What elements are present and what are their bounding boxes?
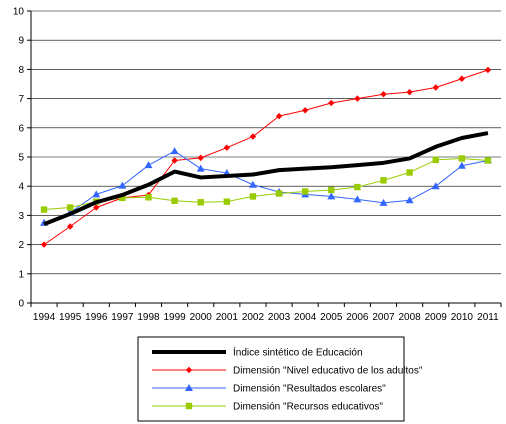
data-point: [66, 223, 74, 230]
series-line: [44, 157, 488, 211]
x-tick-label: 2010: [451, 312, 474, 323]
y-tick-label: 7: [18, 94, 24, 105]
data-point: [275, 112, 283, 120]
index-line: [43, 131, 489, 227]
data-point: [379, 198, 388, 206]
data-point: [406, 88, 413, 96]
data-point: [380, 91, 387, 98]
data-point: [458, 155, 466, 162]
x-tick-label: 1997: [111, 312, 134, 323]
x-tick-label: 2002: [242, 312, 265, 323]
legend-swatch-marker: [185, 384, 193, 391]
x-tick-label: 2008: [398, 312, 421, 323]
data-point: [144, 161, 153, 169]
legend-label: Dimensión "Nivel educativo de los adulto…: [233, 366, 423, 377]
data-point: [92, 190, 101, 198]
data-point: [405, 196, 414, 204]
legend-swatch-marker: [185, 402, 193, 410]
data-point: [40, 241, 48, 248]
data-point: [171, 157, 178, 164]
x-tick-label: 1995: [59, 312, 82, 323]
data-point: [354, 183, 361, 191]
data-point: [170, 147, 179, 155]
x-tick-label: 1994: [33, 312, 56, 323]
x-tick-label: 1996: [85, 312, 108, 323]
legend-swatch-marker: [185, 366, 193, 374]
y-axis-ticks: 0 1 2 3 4 5 6 7 8 9 10: [13, 7, 31, 310]
x-tick-label: 2005: [320, 312, 343, 323]
data-point: [458, 75, 466, 82]
data-point: [353, 195, 362, 203]
data-point: [432, 84, 439, 91]
x-tick-label: 2011: [477, 312, 499, 323]
data-point: [223, 198, 231, 205]
data-point: [406, 169, 413, 176]
data-point: [249, 133, 257, 140]
legend-label: Índice sintético de Educación: [233, 346, 363, 359]
data-point: [327, 192, 336, 200]
data-point: [66, 204, 74, 211]
y-tick-label: 1: [18, 269, 24, 280]
data-point: [328, 186, 335, 194]
series-line: [43, 150, 489, 224]
y-tick-label: 3: [18, 211, 24, 222]
data-point: [301, 107, 309, 114]
data-point: [197, 154, 204, 162]
data-point: [484, 66, 492, 74]
x-tick-label: 2009: [425, 312, 448, 323]
gridlines: [31, 10, 501, 275]
data-point: [171, 197, 178, 204]
data-point: [223, 144, 231, 151]
series-0: [43, 131, 489, 227]
data-point: [484, 157, 492, 164]
data-point: [197, 199, 204, 206]
data-point: [380, 177, 387, 184]
data-point: [93, 204, 100, 211]
legend-label: Dimensión "Resultados escolares": [233, 384, 386, 395]
x-axis-ticks: 1994 1995 1996 1997 1998 1999 2000 2001 2002 2003…: [30, 303, 502, 323]
y-tick-label: 4: [18, 182, 24, 193]
y-tick-label: 9: [18, 36, 24, 47]
data-point: [328, 99, 335, 107]
x-tick-label: 1998: [137, 312, 160, 323]
y-tick-label: 2: [18, 240, 24, 251]
data-point: [196, 164, 205, 172]
y-tick-label: 6: [18, 123, 24, 134]
legend: Índice sintético de Educación Dimensión "…: [137, 336, 423, 422]
data-point: [354, 95, 361, 102]
legend-label: Dimensión "Recursos educativos": [233, 402, 383, 413]
data-point: [432, 156, 439, 164]
y-tick-label: 0: [18, 299, 24, 310]
series-line: [43, 69, 489, 246]
x-tick-label: 2007: [372, 312, 395, 323]
y-tick-label: 5: [18, 153, 24, 164]
y-tick-label: 10: [13, 7, 25, 18]
data-point: [275, 190, 283, 197]
data-point: [457, 161, 466, 169]
data-point: [248, 180, 257, 188]
data-point: [119, 194, 126, 202]
data-point: [301, 188, 309, 195]
y-tick-label: 8: [18, 65, 24, 76]
x-tick-label: 2001: [216, 312, 239, 323]
series-3: [40, 155, 492, 213]
x-tick-label: 2004: [294, 312, 317, 323]
data-point: [249, 193, 257, 200]
series-lines: [40, 66, 492, 248]
x-tick-label: 2006: [346, 312, 369, 323]
x-tick-label: 1999: [163, 312, 186, 323]
data-point: [118, 181, 127, 189]
x-tick-label: 2003: [268, 312, 291, 323]
x-tick-label: 2000: [190, 312, 213, 323]
data-point: [145, 194, 152, 201]
data-point: [40, 206, 48, 213]
data-point: [431, 182, 440, 190]
